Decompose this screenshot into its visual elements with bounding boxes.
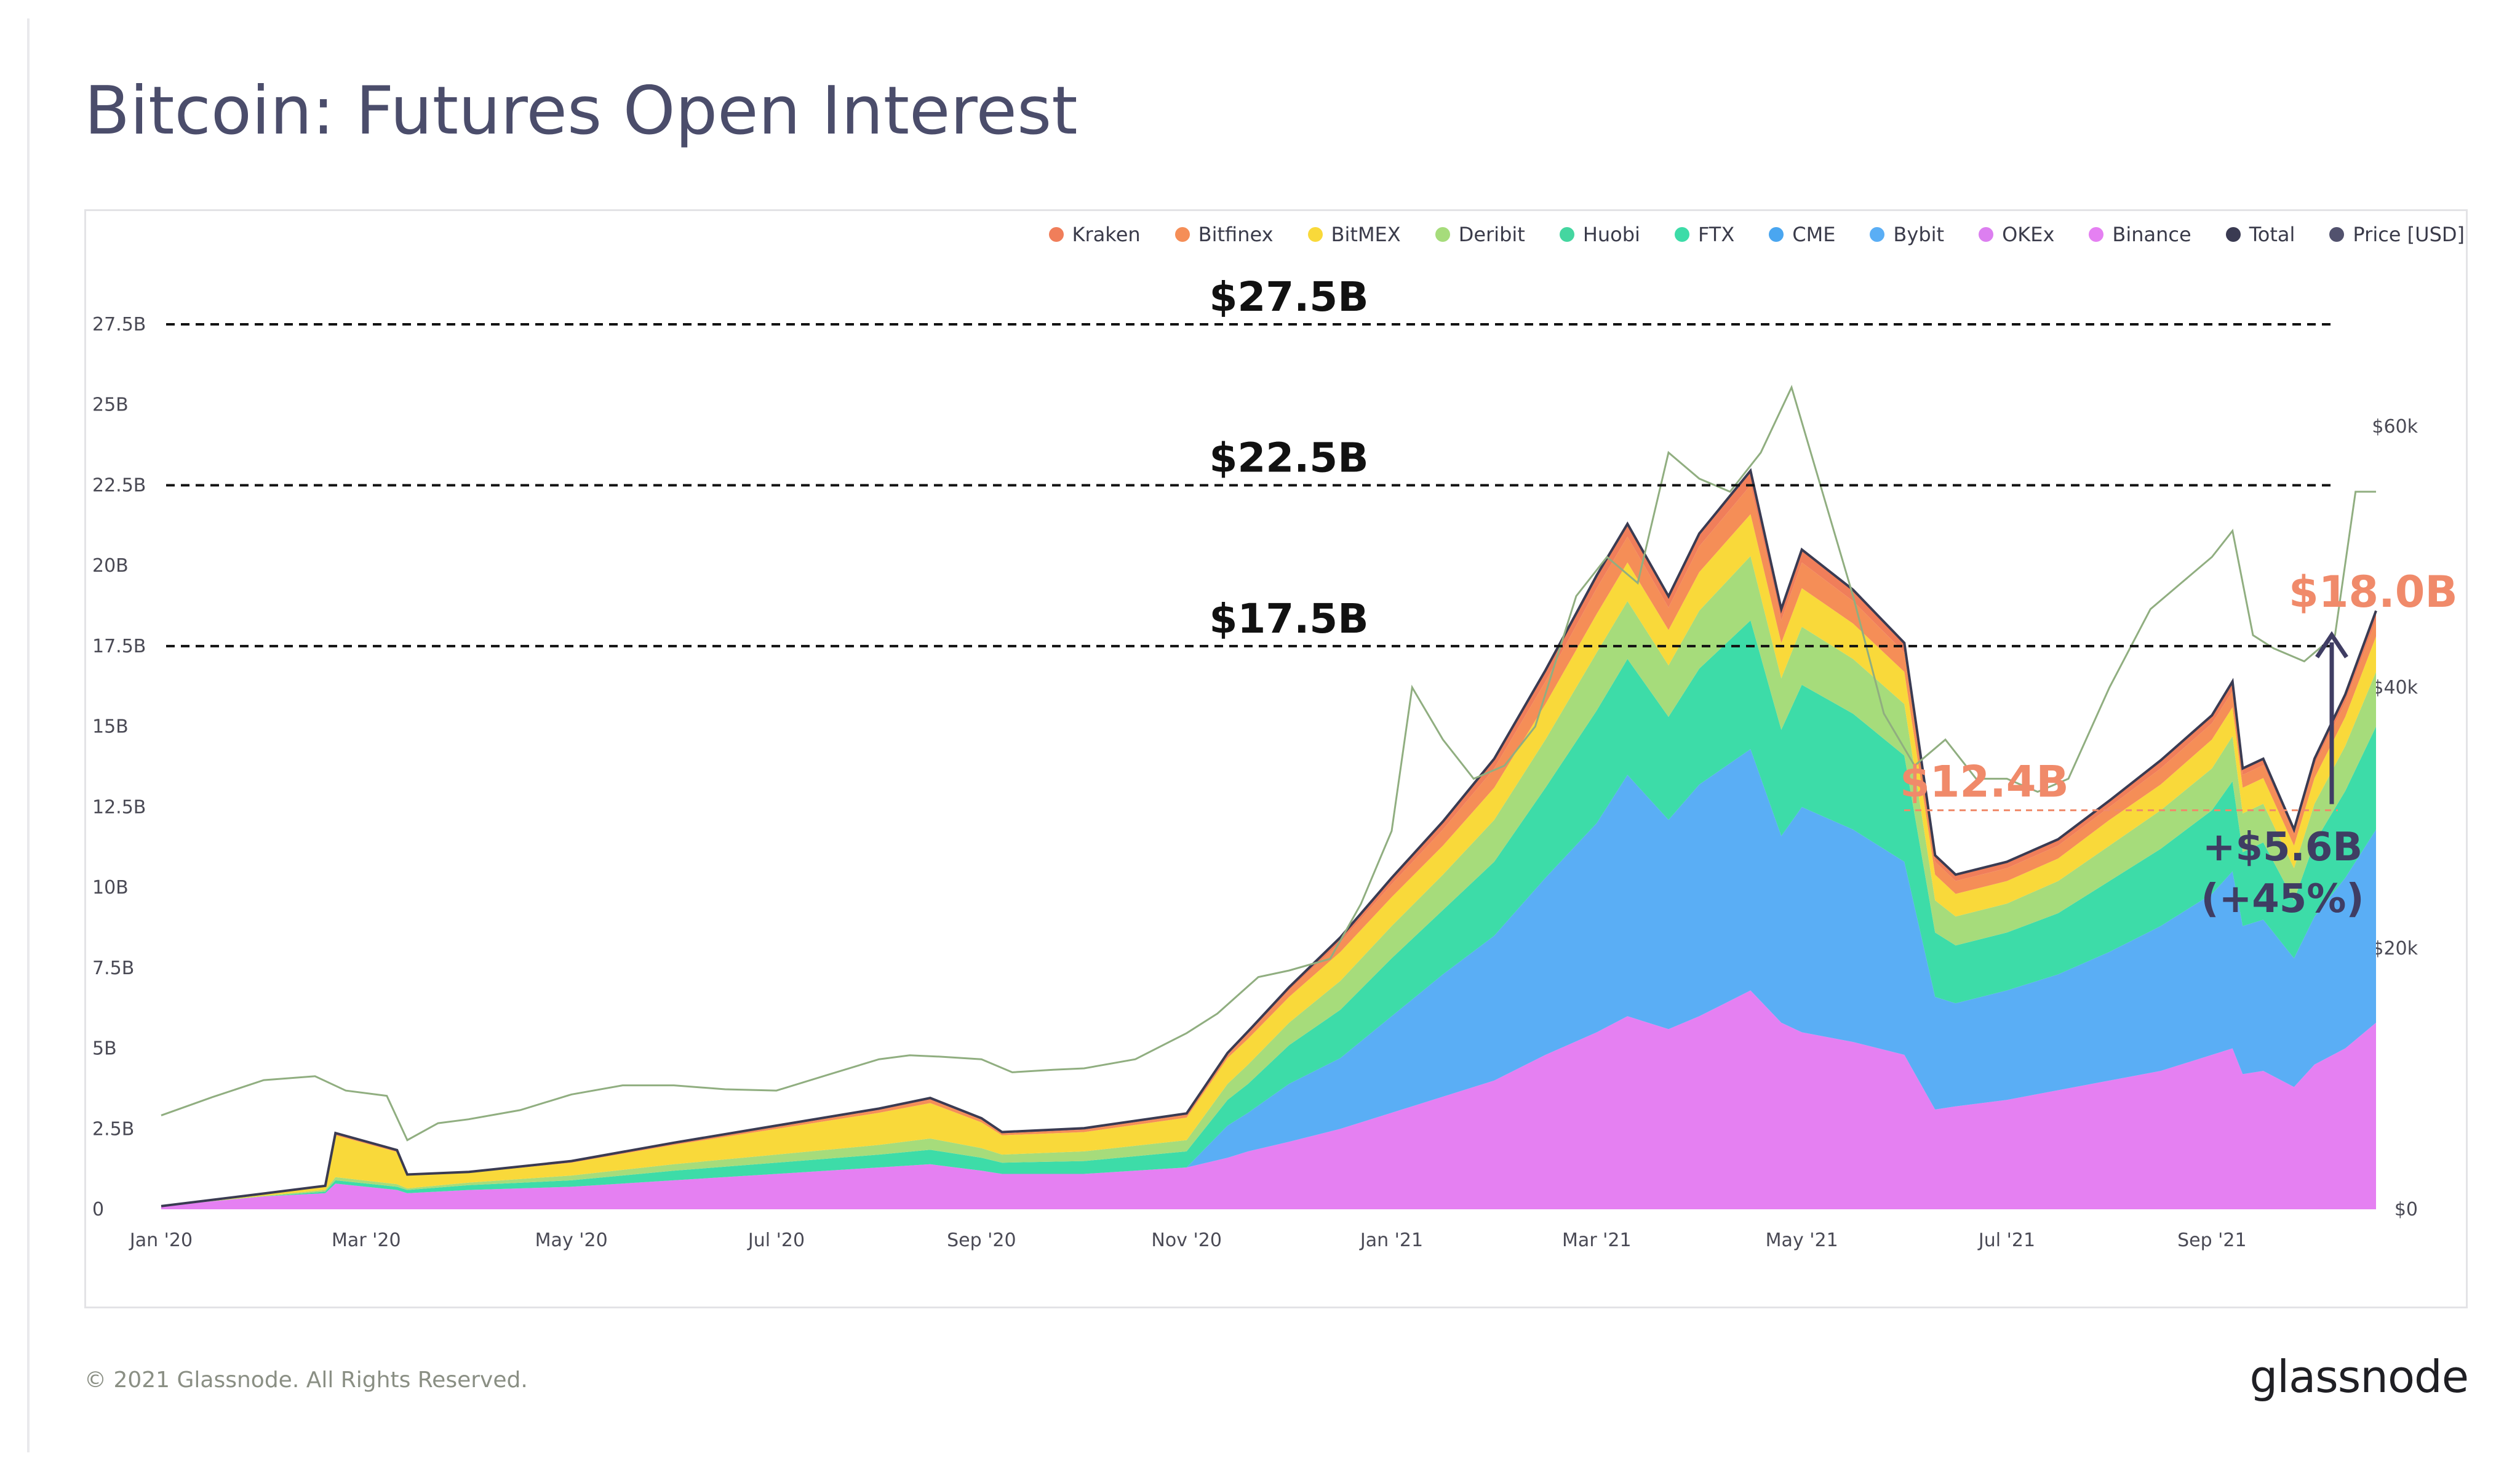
level-label: $22.5B xyxy=(1209,434,1368,481)
y-tick-label: 10B xyxy=(92,877,129,899)
x-tick-label: Jul '21 xyxy=(1977,1230,2035,1251)
legend-item-okex[interactable]: OKEx xyxy=(1979,223,2054,246)
legend-item-kraken[interactable]: Kraken xyxy=(1048,223,1141,246)
x-tick-label: Mar '20 xyxy=(332,1230,401,1251)
y-tick-label: 0 xyxy=(92,1199,104,1220)
legend-label: Huobi xyxy=(1582,223,1640,246)
legend-item-bybit[interactable]: Bybit xyxy=(1870,223,1944,246)
legend-dot-icon xyxy=(1307,227,1323,242)
y-tick-label: 22.5B xyxy=(92,474,146,496)
y-tick-label: 2.5B xyxy=(92,1118,134,1140)
legend-dot-icon xyxy=(1979,227,1994,242)
x-tick-label: May '20 xyxy=(535,1230,608,1251)
x-tick-label: Sep '21 xyxy=(2177,1230,2247,1251)
y2-tick-label: $0 xyxy=(2394,1199,2418,1220)
legend-label: OKEx xyxy=(2002,223,2055,246)
legend-dot-icon xyxy=(1435,227,1450,242)
x-tick-label: Nov '20 xyxy=(1151,1230,1222,1251)
y2-tick-label: $20k xyxy=(2372,938,2418,959)
legend-label: Deribit xyxy=(1458,223,1525,246)
high-label: $18.0B xyxy=(2289,567,2458,617)
price-line xyxy=(161,385,2376,1142)
y-tick-label: 27.5B xyxy=(92,314,146,335)
area-series-binance xyxy=(161,990,2376,1209)
legend-dot-icon xyxy=(1674,227,1689,242)
x-tick-label: Jan '20 xyxy=(129,1230,193,1251)
y-tick-label: 5B xyxy=(92,1038,117,1060)
x-tick-label: May '21 xyxy=(1766,1230,1838,1251)
change-arrow-head-icon xyxy=(2315,631,2348,658)
legend-item-price-usd[interactable]: Price [USD] xyxy=(2329,223,2465,246)
legend-dot-icon xyxy=(1870,227,1885,242)
legend-dot-icon xyxy=(2329,227,2345,242)
x-tick-label: Jul '20 xyxy=(747,1230,805,1251)
legend-dot-icon xyxy=(1559,227,1574,242)
legend-label: FTX xyxy=(1697,223,1735,246)
copyright-footer: © 2021 Glassnode. All Rights Reserved. xyxy=(84,1367,528,1393)
legend-item-bitmex[interactable]: BitMEX xyxy=(1307,223,1401,246)
legend-item-total[interactable]: Total xyxy=(2225,223,2295,246)
chart-legend: Kraken Bitfinex BitMEX Deribit Huobi FTX CME By… xyxy=(1048,223,2465,246)
legend-item-huobi[interactable]: Huobi xyxy=(1559,223,1640,246)
y-tick-label: 12.5B xyxy=(92,796,146,818)
legend-label: Kraken xyxy=(1072,223,1141,246)
total-line xyxy=(161,468,2377,1207)
legend-item-ftx[interactable]: FTX xyxy=(1674,223,1735,246)
legend-label: Total xyxy=(2249,223,2295,246)
left-rule xyxy=(27,18,30,1452)
chart-panel xyxy=(84,209,2468,1308)
legend-dot-icon xyxy=(1769,227,1784,242)
y-tick-label: 20B xyxy=(92,555,129,577)
legend-dot-icon xyxy=(2225,227,2241,242)
glassnode-logo: glassnode xyxy=(2249,1351,2469,1403)
change-label: +$5.6B xyxy=(2203,825,2362,870)
legend-dot-icon xyxy=(2089,227,2104,242)
y-tick-label: 7.5B xyxy=(92,958,134,979)
legend-item-bitfinex[interactable]: Bitfinex xyxy=(1174,223,1274,246)
low-label: $12.4B xyxy=(1900,757,2069,807)
page-title: Bitcoin: Futures Open Interest xyxy=(84,73,1078,150)
x-tick-label: Mar '21 xyxy=(1562,1230,1632,1251)
change-label-pct: (+45%) xyxy=(2201,876,2364,922)
legend-item-cme[interactable]: CME xyxy=(1769,223,1835,246)
legend-item-binance[interactable]: Binance xyxy=(2089,223,2191,246)
level-label: $27.5B xyxy=(1209,273,1368,321)
legend-label: BitMEX xyxy=(1331,223,1401,246)
y-tick-label: 15B xyxy=(92,716,129,738)
legend-label: Binance xyxy=(2112,223,2191,246)
legend-label: Price [USD] xyxy=(2353,223,2465,246)
area-series-ftx xyxy=(161,620,2376,1206)
y2-tick-label: $60k xyxy=(2372,416,2418,438)
y2-tick-label: $40k xyxy=(2372,677,2418,698)
legend-item-deribit[interactable]: Deribit xyxy=(1435,223,1525,246)
legend-dot-icon xyxy=(1048,227,1064,242)
legend-label: Bitfinex xyxy=(1198,223,1274,246)
area-series-cme xyxy=(161,749,2376,1206)
legend-label: Bybit xyxy=(1893,223,1945,246)
legend-dot-icon xyxy=(1174,227,1190,242)
x-tick-label: Jan '21 xyxy=(1359,1230,1423,1251)
legend-label: CME xyxy=(1792,223,1836,246)
level-label: $17.5B xyxy=(1209,595,1368,642)
y-tick-label: 25B xyxy=(92,394,129,416)
x-tick-label: Sep '20 xyxy=(947,1230,1016,1251)
y-tick-label: 17.5B xyxy=(92,636,146,657)
